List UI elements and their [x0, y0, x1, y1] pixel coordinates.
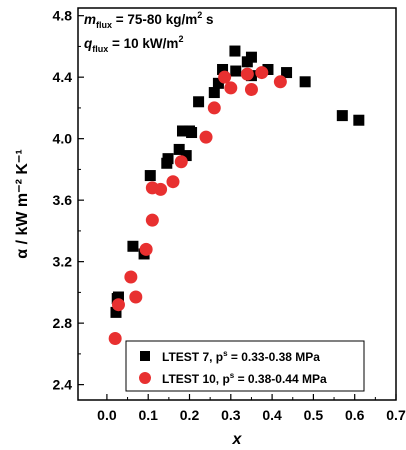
annotation-qflux-sup: 2 — [178, 34, 183, 44]
legend-marker-ltest7 — [140, 351, 150, 361]
plot-area — [77, 7, 397, 401]
annotation-mflux-sub: flux — [96, 20, 112, 30]
annotation-mflux-sup: 2 — [197, 10, 202, 20]
y-tick-label-4: 4.0 — [53, 131, 73, 147]
data-points — [108, 45, 365, 346]
series-1-point-12 — [218, 70, 232, 84]
series-1-point-13 — [224, 81, 238, 95]
y-tick-label-0: 2.4 — [53, 377, 73, 393]
series-1-point-1 — [111, 298, 125, 312]
series-0-point-16 — [217, 63, 229, 75]
series-1-point-17 — [273, 75, 287, 89]
series-1-point-4 — [139, 242, 153, 256]
legend-ltest10-sup: s — [230, 371, 235, 380]
series-1-point-7 — [154, 182, 168, 196]
series-0-point-3 — [127, 240, 139, 252]
series-0-point-23 — [281, 67, 293, 79]
series-0-point-25 — [336, 110, 348, 122]
legend-box — [125, 340, 365, 392]
y-tick-label-2: 3.2 — [53, 254, 73, 270]
series-0-point-18 — [230, 65, 242, 77]
series-0-point-12 — [186, 127, 198, 139]
annotation-mflux-text: = 75-80 kg/m — [112, 12, 197, 27]
series-1-point-16 — [255, 66, 269, 80]
legend-label-ltest7: LTEST 7, ps = 0.33-0.38 MPa — [162, 349, 320, 364]
annotation-mflux-tail: s — [202, 12, 213, 27]
x-tick-label-6: 0.6 — [345, 407, 365, 423]
series-0-point-17 — [229, 45, 241, 57]
series-0-point-2 — [112, 291, 124, 303]
annotation-qflux: qflux = 10 kW/m2 — [84, 34, 183, 54]
annotation-mflux: mflux = 75-80 kg/m2 s — [84, 10, 214, 30]
series-0-point-5 — [144, 170, 156, 182]
tick-labels: 0.0 0.1 0.2 0.3 0.4 0.5 0.6 0.7 2.4 2.8 3.2 3.6 4.0 4… — [53, 8, 406, 423]
x-tick-label-1: 0.1 — [138, 407, 158, 423]
series-1-point-5 — [145, 213, 159, 227]
series-1-point-9 — [174, 155, 188, 169]
x-axis-label: x — [232, 431, 243, 448]
y-tick-label-5: 4.4 — [53, 69, 73, 85]
series-1-point-2 — [124, 270, 138, 284]
series-1-point-8 — [166, 175, 180, 189]
x-tick-label-4: 0.4 — [262, 407, 282, 423]
y-axis-label: α / kW m⁻² K⁻¹ — [14, 149, 31, 258]
legend-ltest7-tail: = 0.33-0.38 MPa — [228, 350, 321, 364]
legend-ltest10-tail: = 0.38-0.44 MPa — [234, 372, 327, 386]
series-1-point-11 — [207, 101, 221, 115]
y-tick-label-3: 3.6 — [53, 192, 73, 208]
series-1-point-15 — [244, 82, 258, 96]
series-0-point-15 — [212, 77, 224, 89]
series-0-point-7 — [162, 153, 174, 165]
legend-marker-ltest10 — [139, 372, 151, 384]
x-tick-label-7: 0.7 — [386, 407, 406, 423]
x-tick-label-3: 0.3 — [221, 407, 241, 423]
series-0-point-8 — [173, 143, 185, 155]
x-tick-label-2: 0.2 — [180, 407, 200, 423]
series-1-point-3 — [129, 290, 143, 304]
series-0-point-20 — [245, 51, 257, 63]
series-0-point-24 — [299, 76, 311, 88]
legend-ltest7-sup: s — [223, 349, 228, 358]
series-1-point-10 — [199, 130, 213, 144]
legend-label-ltest10: LTEST 10, ps = 0.38-0.44 MPa — [162, 371, 327, 386]
x-tick-label-0: 0.0 — [97, 407, 117, 423]
x-tick-label-5: 0.5 — [304, 407, 324, 423]
annotation-mflux-symbol: m — [84, 12, 96, 27]
annotation-qflux-sub: flux — [92, 44, 108, 54]
legend-ltest10-name: LTEST 10, p — [162, 372, 230, 386]
legend: LTEST 7, ps = 0.33-0.38 MPa LTEST 10, ps… — [125, 340, 365, 392]
series-1-point-0 — [108, 332, 122, 346]
annotation-qflux-text: = 10 kW/m — [108, 36, 178, 51]
legend-ltest7-name: LTEST 7, p — [162, 350, 223, 364]
ticks — [78, 15, 397, 400]
series-0-point-13 — [193, 96, 205, 108]
annotation-qflux-symbol: q — [84, 36, 93, 51]
series-0-point-0 — [110, 306, 122, 318]
series-1-point-14 — [240, 67, 254, 81]
series-0-point-10 — [180, 150, 192, 162]
y-tick-label-6: 4.8 — [53, 8, 73, 24]
series-0-point-26 — [353, 114, 365, 126]
series-0-point-14 — [208, 87, 220, 99]
series-0-point-22 — [262, 63, 274, 75]
y-tick-label-1: 2.8 — [53, 315, 73, 331]
series-0-point-9 — [176, 125, 188, 137]
